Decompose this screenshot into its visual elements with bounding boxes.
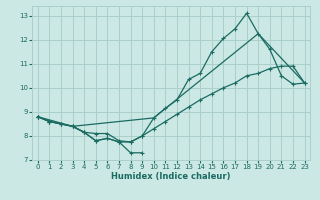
X-axis label: Humidex (Indice chaleur): Humidex (Indice chaleur): [111, 172, 231, 181]
